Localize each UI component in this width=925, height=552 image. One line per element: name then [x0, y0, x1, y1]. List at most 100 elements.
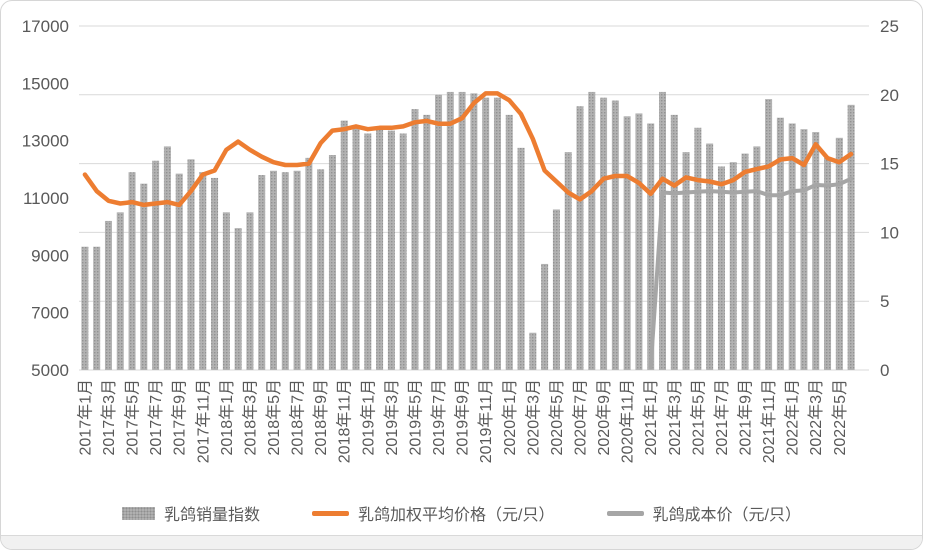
sales-bar	[470, 93, 478, 371]
x-axis-tick: 2018年1月	[218, 379, 236, 456]
sales-bar	[659, 91, 666, 371]
right-axis-tick: 0	[880, 361, 889, 380]
sales-bar	[81, 246, 89, 370]
sales-bar	[387, 130, 395, 370]
cost-line-swatch-icon	[606, 510, 644, 516]
legend-label-avg-price: 乳鸽加权平均价格（元/只）	[358, 507, 555, 524]
x-axis-tick: 2019年9月	[454, 379, 472, 456]
right-axis-tick: 10	[880, 223, 899, 242]
sales-bar	[411, 109, 419, 370]
sales-bar	[328, 155, 336, 370]
x-axis-tick: 2017年9月	[171, 379, 189, 456]
sales-bar	[175, 173, 183, 370]
sales-bar	[824, 157, 832, 370]
sales-bar	[270, 170, 277, 370]
sales-bar	[541, 263, 549, 370]
x-axis-tick: 2020年9月	[595, 379, 613, 456]
sales-bar	[187, 159, 195, 370]
x-axis-tick: 2017年1月	[76, 379, 94, 456]
sales-bar	[682, 152, 690, 370]
sales-bar	[576, 106, 584, 371]
sales-bar	[340, 120, 348, 370]
sales-bar	[765, 99, 773, 370]
right-axis-tick: 15	[880, 155, 899, 174]
sales-bar	[435, 94, 443, 371]
x-axis-tick: 2020年7月	[572, 379, 590, 456]
cost-price-line	[648, 176, 854, 370]
right-axis-tick: 25	[880, 17, 899, 36]
sales-index-bars	[81, 91, 855, 371]
sales-bar	[446, 91, 454, 371]
left-axis-tick: 9000	[31, 246, 69, 265]
sales-bar	[423, 114, 431, 371]
sales-bar	[104, 220, 112, 370]
sales-bar	[788, 123, 796, 370]
x-axis-tick: 2018年9月	[312, 379, 330, 456]
sales-bar	[211, 177, 219, 370]
sales-bar	[552, 209, 560, 370]
sales-bar	[529, 332, 537, 370]
x-axis-tick: 2019年11月	[477, 379, 495, 463]
sales-bar	[234, 228, 242, 370]
sales-bar	[706, 143, 714, 370]
sales-bar	[305, 157, 313, 370]
worksheet-strip	[1, 535, 922, 549]
price-line-swatch-icon	[312, 510, 350, 516]
x-axis-tick: 2021年9月	[737, 379, 755, 456]
sales-bar	[93, 246, 101, 370]
sales-bar	[152, 160, 160, 370]
sales-bar	[493, 97, 501, 371]
x-axis-tick: 2021年11月	[760, 379, 778, 463]
x-axis-tick: 2022年1月	[784, 379, 802, 456]
sales-bar	[623, 116, 631, 370]
sales-bar	[140, 183, 148, 370]
sales-bar	[600, 97, 608, 371]
sales-bar	[835, 137, 843, 370]
x-axis-tick: 2021年5月	[689, 379, 707, 456]
sales-bar	[199, 172, 207, 370]
sales-bar	[729, 162, 737, 370]
sales-bar	[246, 212, 254, 370]
x-axis-tick: 2019年5月	[407, 379, 425, 456]
x-axis-tick: 2018年3月	[241, 379, 259, 456]
sales-bar	[482, 97, 490, 371]
x-axis-tick: 2018年11月	[336, 379, 354, 463]
sales-bar	[458, 91, 466, 371]
sales-bar	[588, 91, 596, 371]
sales-bar	[505, 114, 513, 371]
left-axis-labels: 5000 7000 9000 11000 13000 15000 17000	[22, 17, 69, 380]
legend-item-sales-index: 乳鸽销量指数	[122, 501, 260, 525]
x-axis-tick: 2019年3月	[383, 379, 401, 456]
right-axis-tick: 5	[880, 292, 889, 311]
x-axis-tick: 2021年3月	[666, 379, 684, 456]
sales-bar	[741, 153, 749, 370]
sales-bar	[116, 212, 124, 370]
legend-label-cost-price: 乳鸽成本价（元/只）	[652, 507, 801, 524]
x-axis-tick: 2017年5月	[124, 379, 142, 456]
x-axis-tick: 2021年7月	[713, 379, 731, 456]
sales-bar	[647, 123, 655, 370]
x-axis-tick: 2020年1月	[501, 379, 519, 456]
legend-item-avg-price: 乳鸽加权平均价格（元/只）	[312, 501, 555, 525]
left-axis-tick: 7000	[31, 304, 69, 323]
avg-price-line	[82, 91, 854, 208]
left-axis-tick: 5000	[31, 361, 69, 380]
x-axis-tick: 2018年5月	[265, 379, 283, 456]
x-axis-tick: 2021年1月	[642, 379, 660, 456]
sales-bar	[694, 127, 702, 371]
combo-chart: 5000 7000 9000 11000 13000 15000 17000 0 5 10 15 20…	[22, 17, 899, 463]
x-axis-tick: 2019年7月	[430, 379, 448, 456]
sales-bar	[670, 114, 678, 371]
sales-bar	[317, 169, 325, 370]
sales-bar	[812, 132, 820, 370]
sales-bar	[128, 172, 136, 370]
sales-bar	[517, 147, 525, 370]
x-axis-tick: 2022年3月	[807, 379, 825, 456]
right-axis-tick: 20	[880, 86, 899, 105]
sales-bar	[376, 127, 384, 371]
left-axis-tick: 13000	[22, 132, 69, 151]
legend-item-cost-price: 乳鸽成本价（元/只）	[606, 501, 801, 525]
bar-series-swatch-icon	[122, 506, 156, 520]
sales-bar	[258, 175, 266, 370]
